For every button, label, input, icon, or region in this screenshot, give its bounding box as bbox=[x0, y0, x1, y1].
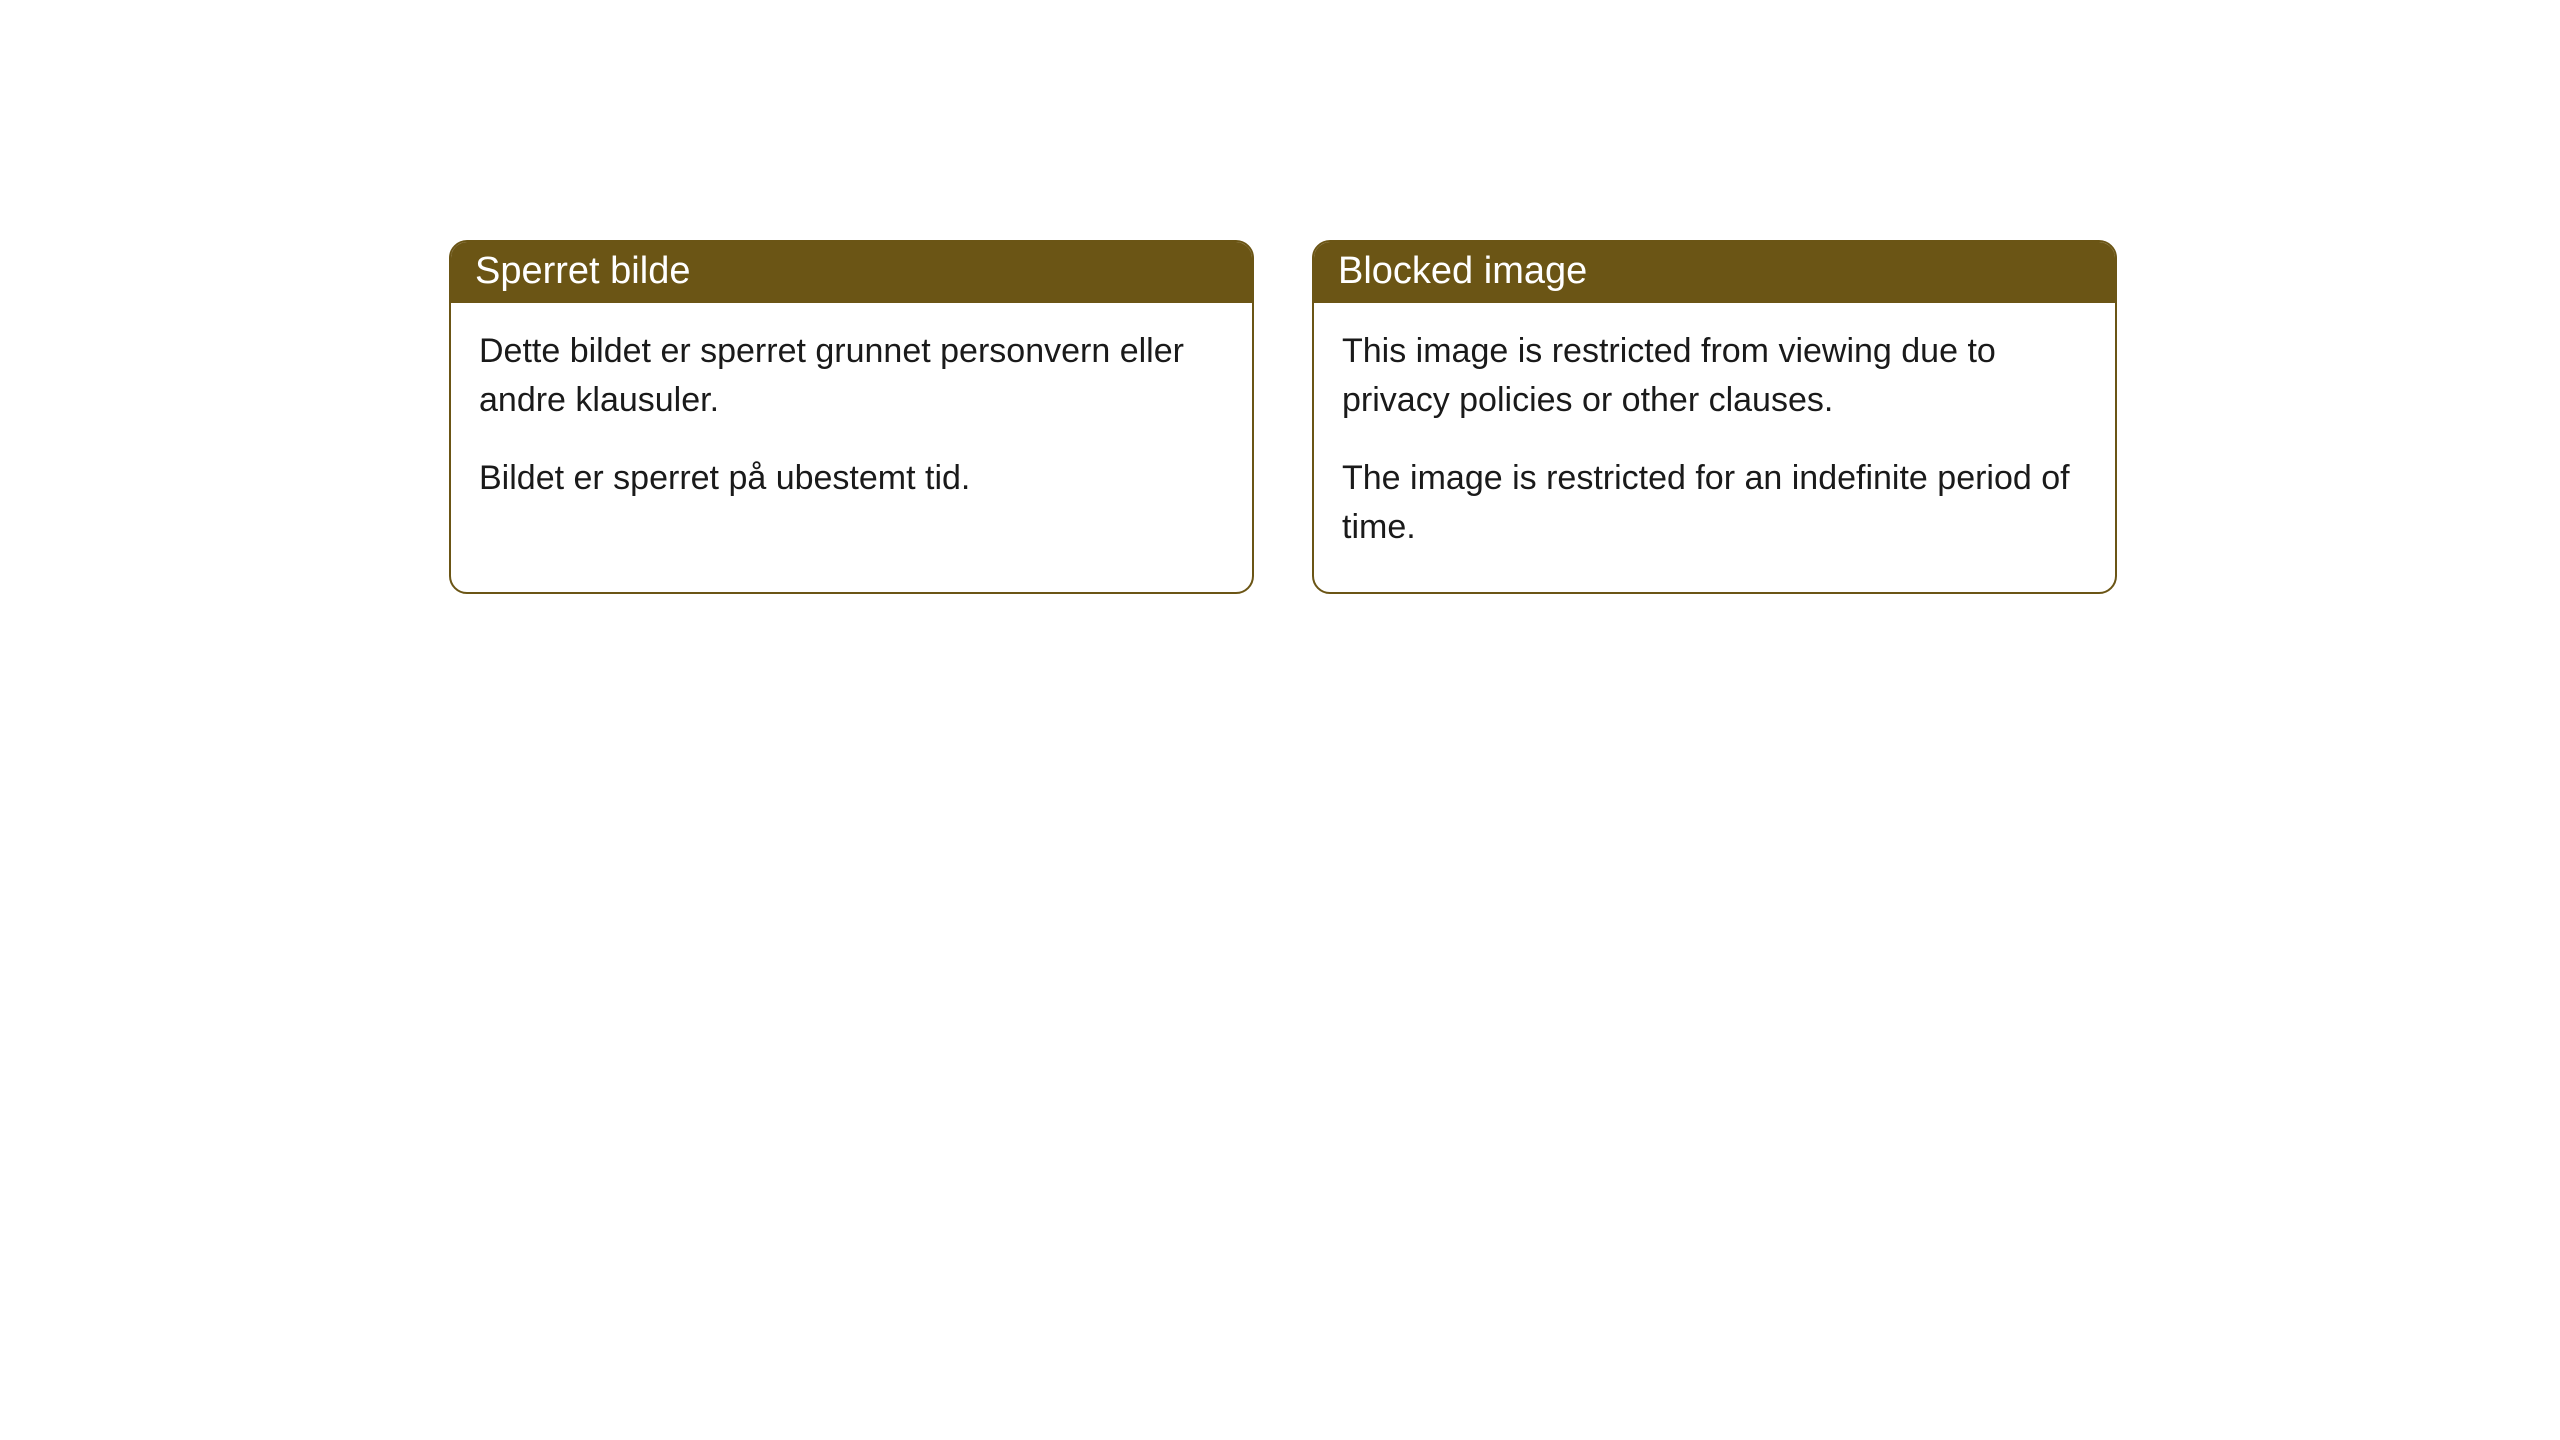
notice-card-norwegian: Sperret bilde Dette bildet er sperret gr… bbox=[449, 240, 1254, 594]
card-title: Blocked image bbox=[1314, 242, 2115, 303]
notice-paragraph: Bildet er sperret på ubestemt tid. bbox=[479, 454, 1224, 503]
card-body: This image is restricted from viewing du… bbox=[1314, 303, 2115, 592]
notice-paragraph: The image is restricted for an indefinit… bbox=[1342, 454, 2087, 553]
notice-card-english: Blocked image This image is restricted f… bbox=[1312, 240, 2117, 594]
notice-paragraph: Dette bildet er sperret grunnet personve… bbox=[479, 327, 1224, 426]
notice-container: Sperret bilde Dette bildet er sperret gr… bbox=[0, 0, 2560, 594]
card-title: Sperret bilde bbox=[451, 242, 1252, 303]
notice-paragraph: This image is restricted from viewing du… bbox=[1342, 327, 2087, 426]
card-body: Dette bildet er sperret grunnet personve… bbox=[451, 303, 1252, 543]
